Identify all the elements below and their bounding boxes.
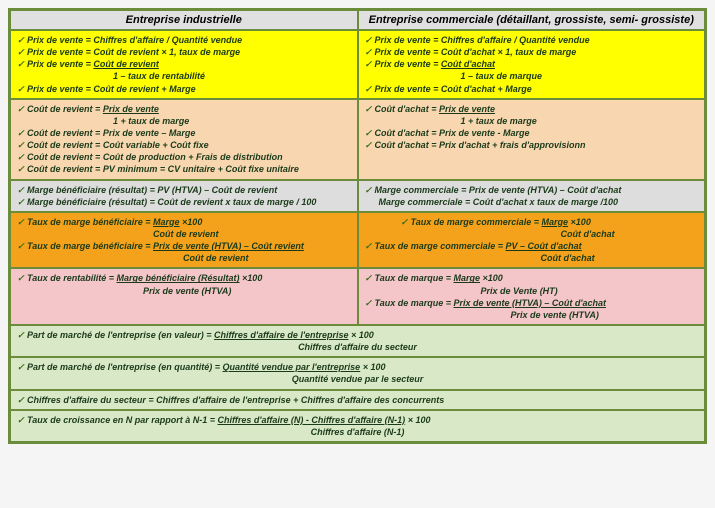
cell-green-3: Taux de croissance en N par rapport à N-… bbox=[10, 410, 705, 442]
cell-yellow-right: Prix de vente = Chiffres d'affaire / Qua… bbox=[358, 30, 706, 99]
formula-table: Entreprise industrielle Entreprise comme… bbox=[8, 8, 707, 444]
header-row: Entreprise industrielle Entreprise comme… bbox=[10, 10, 705, 30]
row-yellow: Prix de vente = Chiffres d'affaire / Qua… bbox=[10, 30, 705, 99]
cell-yellow-left: Prix de vente = Chiffres d'affaire / Qua… bbox=[10, 30, 358, 99]
cell-pink-left: Taux de rentabilité = Marge bénéficiaire… bbox=[10, 268, 358, 325]
cell-green-2: Chiffres d'affaire du secteur = Chiffres… bbox=[10, 390, 705, 410]
cell-green-0: Part de marché de l'entreprise (en valeu… bbox=[10, 325, 705, 357]
row-gray: Marge bénéficiaire (résultat) = PV (HTVA… bbox=[10, 180, 705, 212]
cell-pink-right: Taux de marque = Marge ×100 Prix de Vent… bbox=[358, 268, 706, 325]
row-peach: Coût de revient = Prix de vente 1 + taux… bbox=[10, 99, 705, 180]
cell-peach-right: Coût d'achat = Prix de vente 1 + taux de… bbox=[358, 99, 706, 180]
cell-green-1: Part de marché de l'entreprise (en quant… bbox=[10, 357, 705, 389]
cell-orange-right: Taux de marge commerciale = Marge ×100 C… bbox=[358, 212, 706, 269]
header-left: Entreprise industrielle bbox=[10, 10, 358, 30]
row-orange: Taux de marge bénéficiaire = Marge ×100 … bbox=[10, 212, 705, 269]
row-pink: Taux de rentabilité = Marge bénéficiaire… bbox=[10, 268, 705, 325]
cell-gray-right: Marge commerciale = Prix de vente (HTVA)… bbox=[358, 180, 706, 212]
header-right: Entreprise commerciale (détaillant, gros… bbox=[358, 10, 706, 30]
cell-peach-left: Coût de revient = Prix de vente 1 + taux… bbox=[10, 99, 358, 180]
cell-gray-left: Marge bénéficiaire (résultat) = PV (HTVA… bbox=[10, 180, 358, 212]
cell-orange-left: Taux de marge bénéficiaire = Marge ×100 … bbox=[10, 212, 358, 269]
